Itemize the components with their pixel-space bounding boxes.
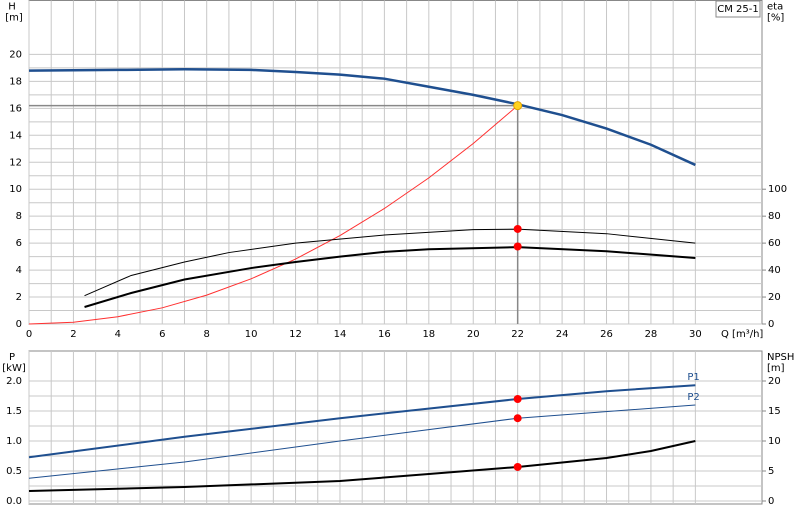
y-tick-label: 6: [16, 238, 22, 249]
duty-point: [513, 414, 522, 423]
duty-point: [513, 224, 522, 233]
x-tick-label: 6: [159, 329, 165, 340]
y-tick-label: 16: [9, 103, 22, 114]
x-tick-label: 14: [334, 329, 347, 340]
y2-tick-label: 5: [768, 466, 774, 477]
curve-label: P1: [687, 372, 699, 383]
x-tick-label: 12: [289, 329, 302, 340]
y-tick-label: 2.0: [6, 376, 22, 387]
model-label: CM 25-1: [717, 4, 758, 15]
x-tick-label: 4: [115, 329, 121, 340]
y-tick-label: 4: [16, 265, 22, 276]
y2-tick-label: 40: [768, 265, 781, 276]
y-tick-label: 0: [16, 319, 22, 330]
plot-area: [28, 350, 763, 505]
y2-tick-label: 60: [768, 238, 781, 249]
curve: [28, 105, 518, 325]
curve: [28, 67, 696, 167]
model-box: [715, 0, 761, 18]
y2-axis-unit: [%]: [767, 13, 784, 24]
duty-point: [513, 395, 522, 403]
x-axis-label: Q [m³/h]: [721, 329, 763, 340]
curve: [84, 246, 696, 308]
x-tick-label: 28: [645, 329, 658, 340]
y-tick-label: 10: [9, 184, 22, 195]
y-tick-label: 14: [9, 130, 22, 141]
y-tick-label: 18: [9, 76, 22, 87]
y-tick-label: 1.0: [6, 436, 22, 447]
y2-tick-label: 0: [768, 319, 774, 330]
y-axis-label: P: [9, 352, 15, 363]
y2-tick-label: 0: [768, 496, 774, 507]
curve: [28, 384, 696, 459]
y2-tick-label: 15: [768, 406, 781, 417]
y-axis-unit: [kW]: [2, 363, 26, 374]
duty-point: [513, 101, 523, 111]
y-tick-label: 8: [16, 211, 22, 222]
y2-axis-label: NPSH: [767, 352, 794, 363]
y-tick-label: 12: [9, 157, 22, 168]
x-tick-label: 26: [600, 329, 613, 340]
curve: [28, 404, 696, 479]
y-tick-label: 20: [9, 49, 22, 60]
y-tick-label: 1.5: [6, 406, 22, 417]
x-tick-label: 18: [422, 329, 435, 340]
x-tick-label: 8: [204, 329, 210, 340]
x-tick-label: 0: [26, 329, 32, 340]
y-tick-label: 0.0: [6, 496, 22, 507]
y2-axis-label: eta: [767, 2, 783, 13]
y-tick-label: 2: [16, 292, 22, 303]
x-tick-label: 20: [467, 329, 480, 340]
y2-tick-label: 10: [768, 436, 781, 447]
x-tick-label: 22: [511, 329, 524, 340]
y2-tick-label: 100: [768, 184, 787, 195]
curve: [28, 440, 696, 492]
x-tick-label: 24: [556, 329, 569, 340]
duty-point: [513, 462, 522, 471]
x-tick-label: 30: [689, 329, 702, 340]
y-axis-label: H: [8, 2, 16, 13]
curve-label: P2: [687, 392, 699, 403]
duty-point: [513, 242, 522, 251]
x-tick-label: 16: [378, 329, 391, 340]
y-axis-unit: [m]: [5, 13, 23, 24]
x-tick-label: 10: [245, 329, 258, 340]
curve: [84, 228, 696, 297]
y2-tick-label: 20: [768, 292, 781, 303]
y2-axis-unit: [m]: [767, 363, 785, 374]
y2-tick-label: 20: [768, 376, 781, 387]
y2-tick-label: 80: [768, 211, 781, 222]
y-tick-label: 0.5: [6, 466, 22, 477]
x-tick-label: 2: [70, 329, 76, 340]
